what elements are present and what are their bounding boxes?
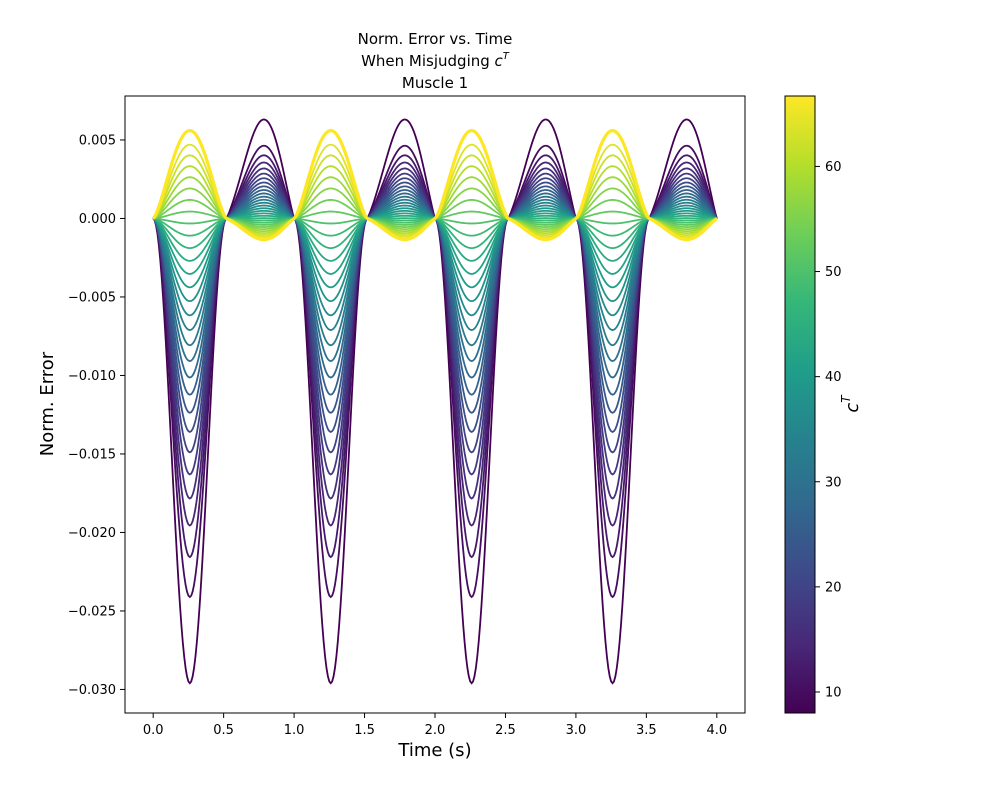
colorbar-tick-label: 40 <box>825 370 842 385</box>
x-tick-label: 1.0 <box>284 723 305 738</box>
colorbar-tick-label: 60 <box>825 160 842 175</box>
title-symbol-sup: T <box>503 51 510 62</box>
colorbar-tick-label: 50 <box>825 265 842 280</box>
x-tick-label: 0.5 <box>213 723 234 738</box>
x-tick-label: 1.5 <box>354 723 375 738</box>
series-group <box>151 118 718 685</box>
x-axis-ticks: 0.0 0.5 1.0 1.5 2.0 2.5 3.0 3.5 4.0 <box>143 713 727 738</box>
x-axis-label: Time (s) <box>397 740 471 761</box>
title-symbol-base: c <box>495 52 504 70</box>
chart-title-line-2-text: When Misjudging <box>361 52 494 70</box>
x-tick-label: 3.5 <box>636 723 657 738</box>
y-tick-label: 0.005 <box>79 133 116 148</box>
x-tick-label: 0.0 <box>143 723 164 738</box>
y-axis-label: Norm. Error <box>37 351 58 456</box>
x-tick-label: 4.0 <box>706 723 727 738</box>
y-tick-label: −0.030 <box>68 683 116 698</box>
colorbar-tick-label: 20 <box>825 580 842 595</box>
y-tick-label: −0.020 <box>68 526 116 541</box>
chart-title-line-1: Norm. Error vs. Time <box>358 30 513 48</box>
chart-title-line-2: When Misjudging cT <box>361 51 510 70</box>
colorbar-tick-label: 10 <box>825 685 842 700</box>
colorbar-ticks: 10 20 30 40 50 60 <box>815 160 842 700</box>
colorbar <box>784 95 816 714</box>
chart-title-line-3: Muscle 1 <box>402 74 468 92</box>
colorbar-tick-label: 30 <box>825 475 842 490</box>
y-tick-label: −0.025 <box>68 604 116 619</box>
x-tick-label: 2.5 <box>495 723 516 738</box>
y-tick-label: −0.005 <box>68 290 116 305</box>
colorbar-label: cT <box>839 394 863 413</box>
colorbar-label-sup: T <box>839 394 853 403</box>
x-tick-label: 2.0 <box>425 723 446 738</box>
y-tick-label: 0.000 <box>79 212 116 227</box>
y-tick-label: −0.015 <box>68 447 116 462</box>
x-tick-label: 3.0 <box>566 723 587 738</box>
series-line <box>151 128 718 242</box>
colorbar-label-base: c <box>842 403 863 413</box>
plot-frame <box>124 95 746 714</box>
y-tick-label: −0.010 <box>68 369 116 384</box>
y-axis-ticks: 0.005 0.000 −0.005 −0.010 −0.015 −0.020 −0.025… <box>68 133 125 698</box>
